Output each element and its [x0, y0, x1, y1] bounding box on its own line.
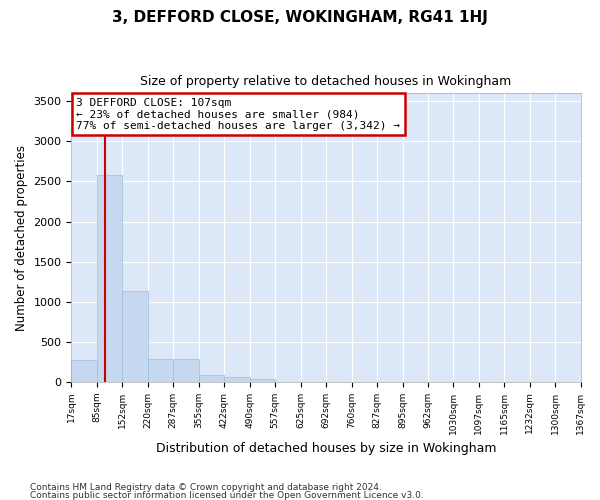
- Bar: [148, 360, 173, 382]
- Bar: [250, 379, 275, 382]
- Bar: [71, 360, 97, 382]
- Text: Contains HM Land Registry data © Crown copyright and database right 2024.: Contains HM Land Registry data © Crown c…: [30, 484, 382, 492]
- Bar: [97, 175, 122, 382]
- Bar: [122, 292, 148, 382]
- Text: Contains public sector information licensed under the Open Government Licence v3: Contains public sector information licen…: [30, 490, 424, 500]
- Bar: [199, 374, 224, 382]
- Y-axis label: Number of detached properties: Number of detached properties: [15, 144, 28, 330]
- Bar: [173, 358, 199, 382]
- Text: 3, DEFFORD CLOSE, WOKINGHAM, RG41 1HJ: 3, DEFFORD CLOSE, WOKINGHAM, RG41 1HJ: [112, 10, 488, 25]
- Bar: [224, 376, 250, 382]
- Title: Size of property relative to detached houses in Wokingham: Size of property relative to detached ho…: [140, 75, 512, 88]
- X-axis label: Distribution of detached houses by size in Wokingham: Distribution of detached houses by size …: [156, 442, 496, 455]
- Text: 3 DEFFORD CLOSE: 107sqm
← 23% of detached houses are smaller (984)
77% of semi-d: 3 DEFFORD CLOSE: 107sqm ← 23% of detache…: [76, 98, 400, 131]
